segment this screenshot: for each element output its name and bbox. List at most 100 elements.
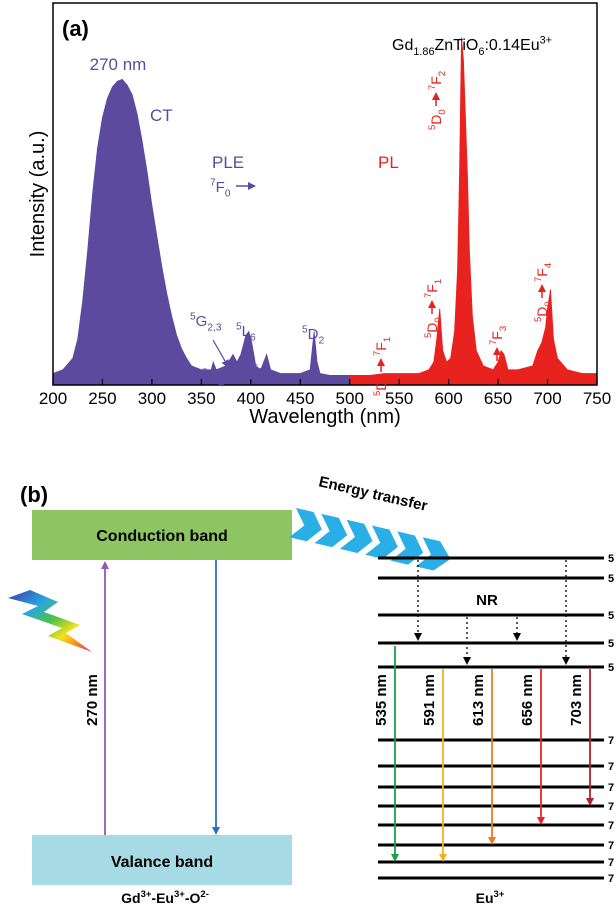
level-label: 5 [608,638,614,650]
transition-arrow-head [432,92,440,100]
valance-band-label: Valance band [111,854,213,871]
label-part: L [242,323,250,340]
label-part: 2- [200,889,208,900]
level-label: 5 [608,662,614,674]
rich-label: 7F1 [372,337,393,356]
rich-label: Gd1.86ZnTiO6:0.14Eu3+ [392,34,552,58]
transition-arrow-head [538,284,546,292]
level-label: 7 [608,735,614,747]
transition-arrow-head [428,300,436,308]
transition-label: 5D0 7F2 [427,71,448,130]
label-part: F [489,331,505,340]
label-part: 3 [498,326,509,331]
x-tick-label: 600 [434,389,462,408]
level-label: 5 [608,553,614,565]
light-icon [8,590,92,652]
label-part: -O [185,890,201,906]
x-tick-label: 650 [484,389,512,408]
transition-label: 5D0 7F4 [533,262,554,322]
label-part: 3+ [141,889,152,900]
label-part: 5 [302,325,308,336]
label-part: 6 [250,333,256,344]
emission-label: 656 nm [519,674,536,726]
label-part: ZnTiO [435,37,479,54]
label-part: D [208,369,219,386]
emission-label: 591 nm [421,674,438,726]
label-part: 7 [488,340,499,345]
rich-label: 5D3 [253,364,276,386]
label-part: 3+ [540,34,552,46]
transition-label: 5D0 7F3 [488,326,509,385]
label-part: 7 [533,277,544,282]
pl-label: PL [378,153,399,172]
energy-transfer-label: Energy transfer [317,473,429,515]
x-tick-label: 500 [336,389,364,408]
label-part: Eu [476,890,494,906]
label-part: 5 [236,322,242,333]
rich-label: 7F1 [423,279,444,298]
label-part: 1 [382,337,393,342]
label-part: 0 [498,364,509,369]
label-part: -Eu [151,890,174,906]
emission-label: 535 nm [373,674,390,726]
rich-label: 5G2,3 [190,312,222,334]
conduction-band-label: Conduction band [96,528,228,545]
transition-arrow-head [493,347,501,355]
nr-arrow-head [414,633,422,641]
label-part: G [196,313,208,330]
label-part: 7 [210,178,216,189]
level-label: 7 [608,857,614,869]
ple-arrow-head [248,182,256,190]
rich-label: 7F2 [427,71,448,90]
x-tick-label: 250 [88,389,116,408]
label-part: 5 [427,125,438,130]
label-part: 5 [533,317,544,322]
label-part: F [216,179,225,196]
label-part: 5 [202,368,208,379]
label-part: 0 [437,109,448,114]
x-tick-label: 450 [286,389,314,408]
label-part: 2,3 [207,323,221,334]
label-part: D [308,326,319,343]
nr-arrow-head [463,657,471,665]
nr-arrow-head [513,633,521,641]
rich-label: 5D0 [427,109,448,130]
label-part: 1 [382,375,393,380]
rich-label: 5D0 [533,301,554,322]
level-label: 7 [608,873,614,885]
level-label: 7 [608,820,614,832]
label-part: 2 [319,336,325,347]
rich-label: 7F0 [210,178,231,200]
ct-label: CT [150,106,173,125]
nr-label: NR [476,592,498,609]
label-part: D [489,370,505,380]
x-tick-label: 200 [39,389,67,408]
spectrum-area [52,78,351,386]
panel-label: (b) [20,482,48,507]
y-axis-label: Intensity (a.u.) [27,131,49,258]
g-arrow-head [221,359,229,368]
label-part: :0.14Eu [484,37,539,54]
rich-label: 7F3 [488,326,509,345]
label-part: 0 [225,189,231,200]
relaxation-arrow-head [212,827,220,835]
level-label: 7 [608,840,614,852]
x-tick-label: 700 [533,389,561,408]
label-part: 3+ [494,889,505,900]
transition-label: 5D0 7F1 [423,279,444,338]
label-part: D [373,381,389,391]
label-part: 5 [190,312,196,323]
emission-label: 703 nm [568,674,585,726]
x-axis-label: Wavelength (nm) [249,406,401,428]
rich-label: 5D2 [302,325,325,347]
label-part: 1 [433,279,444,284]
excitation-arrow-head [101,561,109,569]
label-part: 3+ [174,889,185,900]
spectrum-area [349,37,598,386]
label-part: F [424,284,440,293]
valance-band-box [32,835,292,885]
emission-arrow-head [439,854,447,862]
